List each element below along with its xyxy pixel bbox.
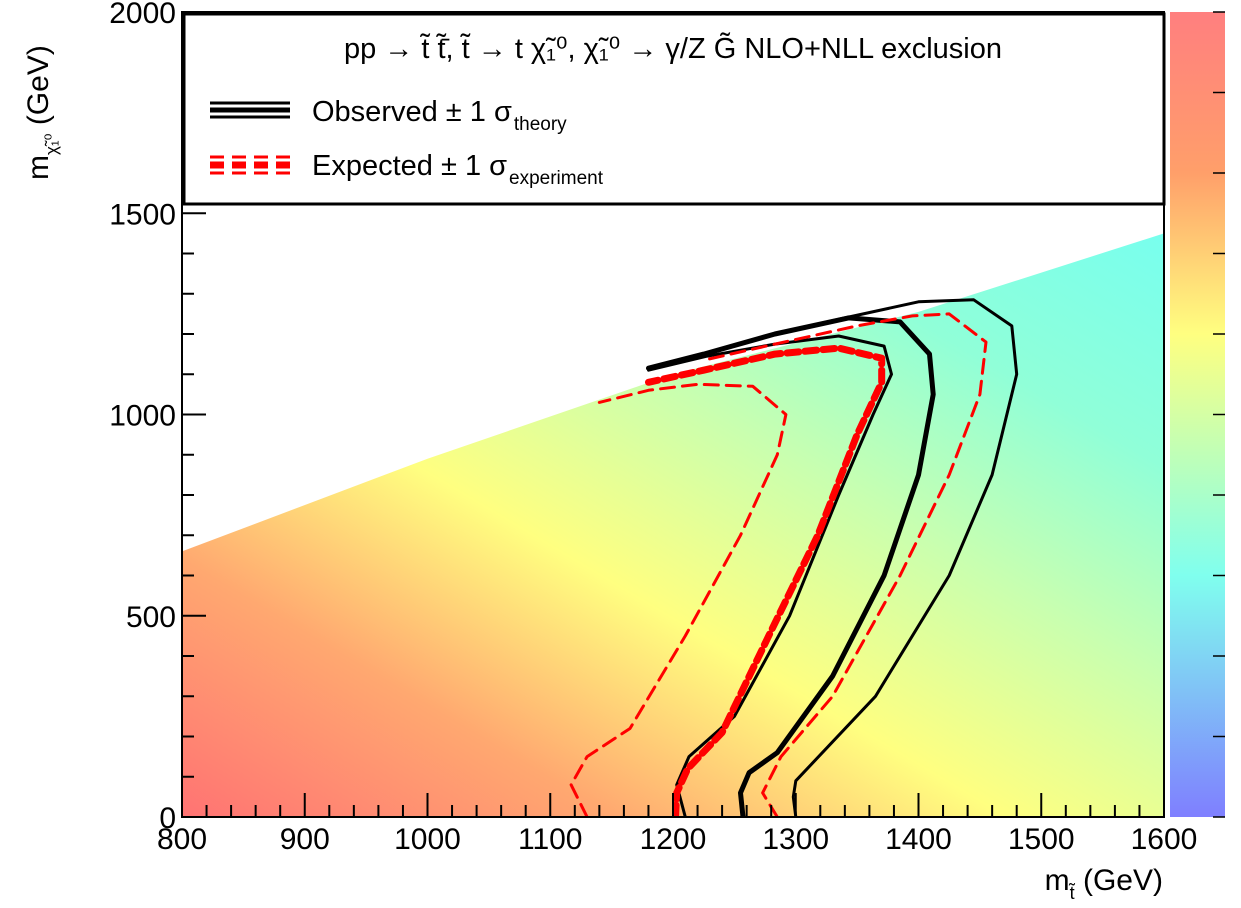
legend-box	[182, 12, 1166, 206]
legend-expected-label: Expected ± 1 σ	[312, 150, 507, 182]
contour-observed-minus	[702, 298, 1019, 817]
legend-entry-expected: Expected ± 1 σ experiment	[210, 150, 604, 189]
contour-expected-minus	[569, 382, 788, 817]
y-tick-label: 2000	[109, 0, 176, 30]
legend-expected-sub: experiment	[509, 168, 604, 189]
exclusion-contours	[569, 298, 1019, 817]
y-tick-label: 0	[159, 802, 176, 835]
legend-observed-label: Observed ± 1 σ	[312, 96, 512, 128]
contour-expected-plus	[702, 312, 988, 817]
y-tick-label: 1500	[109, 198, 176, 231]
x-axis-label-main: m	[1045, 864, 1070, 897]
colorbar-ticks	[1213, 11, 1225, 818]
heatmap	[182, 233, 1164, 817]
legend: pp → t̃ t̃̄, t̃ → t χ̃₁⁰, χ̃₁⁰ → γ/Z G̃ …	[182, 12, 1166, 206]
x-tick-label: 1000	[394, 823, 461, 856]
contour-expected	[645, 344, 886, 817]
x-tick-label: 1600	[1131, 823, 1198, 856]
legend-observed-sub: theory	[514, 114, 567, 135]
x-axis-label: mt̃ (GeV)	[1045, 864, 1163, 903]
y-axis-label: mχ̃₁⁰ (GeV)	[22, 45, 61, 180]
y-tick-label: 500	[126, 601, 176, 634]
x-tick-label: 1200	[640, 823, 707, 856]
x-tick-label: 1400	[885, 823, 952, 856]
y-axis-label-main: m	[22, 155, 55, 180]
x-tick-label: 1300	[762, 823, 829, 856]
x-tick-label: 1500	[1008, 823, 1075, 856]
x-tick-label: 1100	[518, 823, 583, 856]
y-axis-label-unit: (GeV)	[22, 45, 55, 133]
legend-entry-observed: Observed ± 1 σ theory	[210, 96, 567, 135]
x-tick-label: 900	[280, 823, 330, 856]
x-axis-label-unit: (GeV)	[1075, 864, 1163, 897]
y-axis-label-sub: χ̃₁⁰	[42, 133, 61, 155]
y-tick-label: 1000	[109, 400, 176, 433]
x-tick-label: 800	[157, 823, 207, 856]
legend-header: pp → t̃ t̃̄, t̃ → t χ̃₁⁰, χ̃₁⁰ → γ/Z G̃ …	[344, 32, 1002, 65]
x-axis-label-sub: t̃	[1068, 883, 1076, 903]
heatmap-region	[182, 233, 1164, 817]
axes: 800 900 1000 1100 1200 1300 1400 1500 1600 0 500 10…	[109, 0, 1197, 856]
